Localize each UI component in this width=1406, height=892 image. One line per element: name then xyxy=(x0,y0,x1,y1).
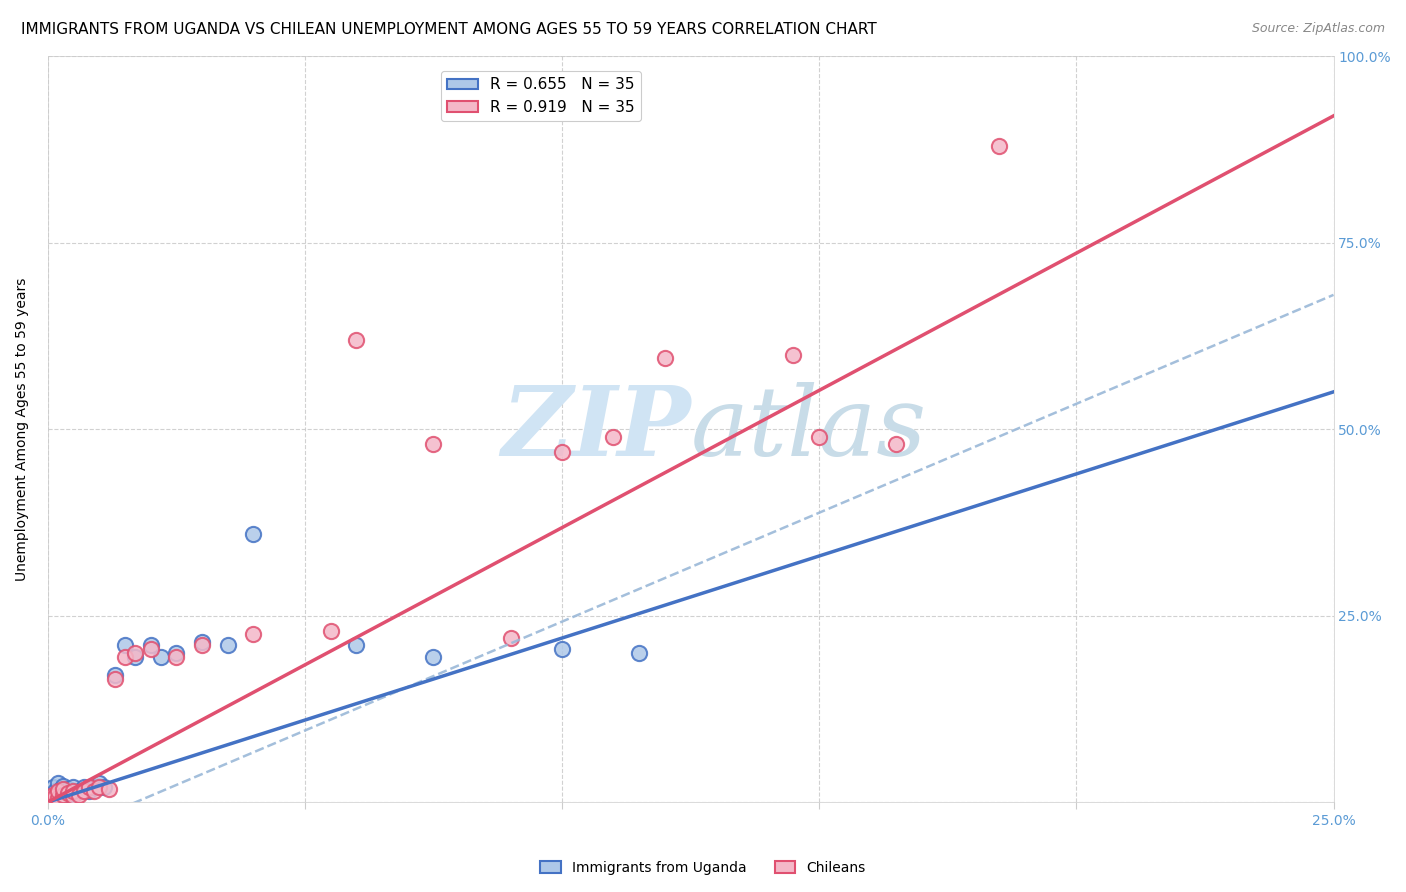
Point xyxy=(67,784,90,798)
Point xyxy=(551,642,574,657)
Point xyxy=(73,784,96,798)
Point xyxy=(42,780,65,795)
Point xyxy=(217,639,239,653)
Point xyxy=(319,624,342,638)
Point xyxy=(44,789,66,804)
Point xyxy=(499,631,522,645)
Point xyxy=(808,429,831,443)
Point xyxy=(242,526,264,541)
Point xyxy=(886,437,908,451)
Point xyxy=(58,786,80,800)
Legend: R = 0.655   N = 35, R = 0.919   N = 35: R = 0.655 N = 35, R = 0.919 N = 35 xyxy=(441,71,641,121)
Point xyxy=(62,786,84,800)
Legend: Immigrants from Uganda, Chileans: Immigrants from Uganda, Chileans xyxy=(534,855,872,880)
Point xyxy=(344,333,367,347)
Point xyxy=(89,780,111,795)
Point xyxy=(242,627,264,641)
Point xyxy=(52,781,75,796)
Point xyxy=(77,780,100,795)
Point xyxy=(44,789,66,804)
Point xyxy=(422,649,444,664)
Point xyxy=(124,649,146,664)
Point xyxy=(52,789,75,804)
Point xyxy=(42,788,65,802)
Point xyxy=(114,649,136,664)
Point xyxy=(988,138,1011,153)
Point xyxy=(46,776,69,790)
Text: atlas: atlas xyxy=(690,382,927,476)
Point xyxy=(165,646,187,660)
Point xyxy=(89,776,111,790)
Point xyxy=(46,784,69,798)
Point xyxy=(165,649,187,664)
Point xyxy=(58,781,80,796)
Y-axis label: Unemployment Among Ages 55 to 59 years: Unemployment Among Ages 55 to 59 years xyxy=(15,277,30,581)
Point xyxy=(44,784,66,798)
Point xyxy=(149,649,172,664)
Point xyxy=(114,639,136,653)
Point xyxy=(46,786,69,800)
Point xyxy=(58,788,80,802)
Point xyxy=(782,347,804,361)
Point xyxy=(344,639,367,653)
Point xyxy=(42,788,65,802)
Point xyxy=(602,429,624,443)
Point xyxy=(139,642,162,657)
Point xyxy=(46,791,69,805)
Point xyxy=(49,781,72,796)
Point xyxy=(654,351,676,366)
Point xyxy=(62,780,84,795)
Point xyxy=(93,780,115,795)
Text: IMMIGRANTS FROM UGANDA VS CHILEAN UNEMPLOYMENT AMONG AGES 55 TO 59 YEARS CORRELA: IMMIGRANTS FROM UGANDA VS CHILEAN UNEMPL… xyxy=(21,22,877,37)
Point xyxy=(191,639,214,653)
Text: ZIP: ZIP xyxy=(501,382,690,476)
Point xyxy=(62,789,84,804)
Point xyxy=(98,781,121,796)
Point xyxy=(52,788,75,802)
Point xyxy=(124,646,146,660)
Point xyxy=(39,791,62,805)
Point xyxy=(73,780,96,795)
Point xyxy=(191,634,214,648)
Point xyxy=(42,791,65,805)
Point xyxy=(52,784,75,798)
Point xyxy=(52,779,75,793)
Point xyxy=(83,780,105,795)
Text: Source: ZipAtlas.com: Source: ZipAtlas.com xyxy=(1251,22,1385,36)
Point xyxy=(83,784,105,798)
Point xyxy=(422,437,444,451)
Point xyxy=(104,668,127,682)
Point xyxy=(39,793,62,807)
Point xyxy=(46,791,69,805)
Point xyxy=(628,646,651,660)
Point xyxy=(551,444,574,458)
Point xyxy=(62,784,84,798)
Point xyxy=(67,788,90,802)
Point xyxy=(104,672,127,686)
Point xyxy=(139,639,162,653)
Point xyxy=(77,784,100,798)
